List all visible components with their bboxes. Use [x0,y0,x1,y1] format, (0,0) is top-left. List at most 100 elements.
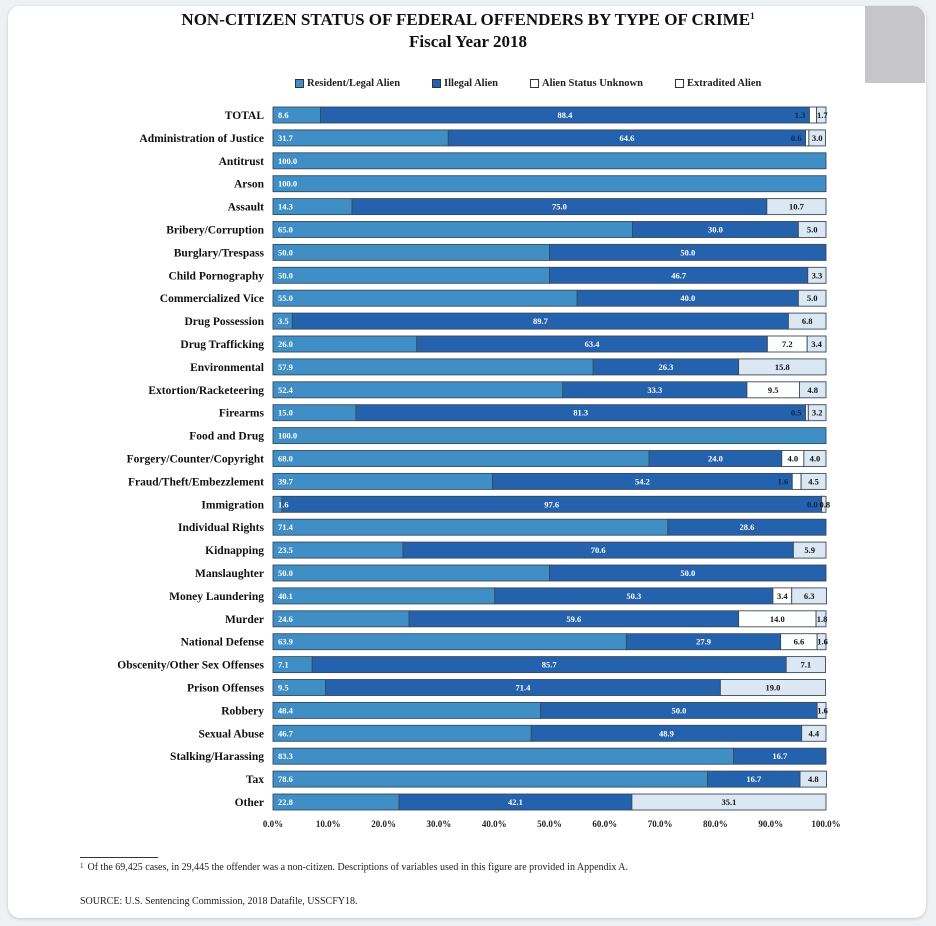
data-label: 7.1 [278,660,289,670]
data-label: 4.8 [808,774,819,784]
bar-segment-extradited-alien [803,450,827,467]
x-tick-label: 50.0% [537,819,562,829]
data-label: 6.3 [804,591,815,601]
data-label: 48.9 [659,728,674,738]
bar-segment-illegal-alien [667,518,827,536]
data-label: 35.1 [722,797,737,807]
bar-segment-extradited-alien [766,198,827,216]
data-label: 50.0 [278,568,293,578]
data-label: 100.0 [278,156,297,166]
footnote-marker: 1 [80,862,84,870]
data-label: 8.6 [278,110,289,120]
bar-segment-extradited-alien [816,633,827,651]
legend-item-extradited: Extradited Alien [674,78,761,89]
bar-row-firearms: Firearms 15.0 81.3 0.5 3.2 [219,404,827,422]
data-label: 0.6 [791,133,802,143]
data-label: 26.0 [278,339,293,349]
data-label: 50.0 [278,247,293,257]
category-label: Administration of Justice [139,133,264,145]
scrollbar-thumb[interactable] [865,6,925,83]
bar-row-child-pornography: Child Pornography 50.0 46.7 3.3 [168,266,827,284]
legend-label: Resident/Legal Alien [307,78,401,89]
x-tick-label: 20.0% [371,819,396,829]
category-label: Murder [225,614,264,626]
bar-segment-resident-legal-alien [272,221,633,238]
legend-item-resident: Resident/Legal Alien [295,78,400,89]
data-label: 0.5 [791,408,802,418]
data-label: 52.4 [278,385,294,395]
chart-title: NON-CITIZEN STATUS OF FEDERAL OFFENDERS … [0,10,936,29]
data-label: 100.0 [278,179,297,189]
category-label: Forgery/Counter/Copyright [127,454,265,466]
bar-segment-extradited-alien [787,312,827,330]
bar-segment-extradited-alien [806,335,827,353]
x-tick-label: 0.0% [263,819,283,829]
data-label: 48.4 [278,705,294,715]
category-label: Robbery [221,705,264,717]
data-label: 14.0 [770,614,785,624]
data-label: 3.4 [777,591,788,601]
bar-row-arson: Arson 100.0 [234,175,827,193]
data-label: 1.6 [817,637,828,647]
data-label: 50.3 [626,591,641,601]
bar-segment-extradited-alien [816,106,827,124]
category-label: Money Laundering [169,591,264,603]
bar-segment-extradited-alien [808,129,826,147]
data-label: 4.5 [808,476,819,486]
bar-segment-resident-legal-alien [272,633,627,651]
category-label: Drug Trafficking [180,339,264,351]
category-label: Manslaughter [195,568,264,580]
chart-legend: Resident/Legal Alien Illegal Alien Alien… [295,78,793,89]
data-label: 46.7 [278,728,294,738]
data-label: 16.7 [772,751,788,761]
data-label: 50.0 [680,247,695,257]
data-label: 5.0 [807,225,818,235]
category-label: Drug Possession [184,316,264,328]
data-label: 22.8 [278,797,293,807]
bar-segment-resident-legal-alien [272,129,449,147]
bar-segment-resident-legal-alien [272,289,578,307]
data-label: 50.0 [680,568,695,578]
data-label: 7.2 [782,339,793,349]
data-label: 24.6 [278,614,293,624]
legend-swatch-extradited [674,79,684,88]
category-label: Child Pornography [168,270,264,282]
bar-segment-extradited-alien [815,610,827,628]
bar-segment-extradited-alien [821,495,827,513]
bar-segment-resident-legal-alien [272,266,550,284]
category-label: TOTAL [225,110,265,122]
data-label: 59.6 [566,614,581,624]
data-label: 9.5 [768,385,779,395]
category-label: Extortion/Racketeering [148,385,264,397]
data-label: 64.6 [619,133,634,143]
data-label: 4.0 [788,454,799,464]
data-label: 70.6 [591,545,606,555]
bar-segment-extradited-alien [785,656,826,674]
bar-row-administration-of-justice: Administration of Justice 31.7 64.6 0.6 3.0 [139,129,826,147]
legend-item-illegal: Illegal Alien [432,78,498,89]
category-label: Tax [246,774,264,786]
data-label: 57.9 [278,362,293,372]
bar-row-drug-trafficking: Drug Trafficking 26.0 63.4 7.2 3.4 [180,335,827,353]
bar-row-extortion-racketeering: Extortion/Racketeering 52.4 33.3 9.5 4.8 [148,381,827,399]
bar-segment-illegal-alien [549,564,827,582]
data-label: 24.0 [708,454,723,464]
bar-row-forgery-counter-copyright: Forgery/Counter/Copyright 68.0 24.0 4.0 4.0 [127,450,827,467]
data-label: 19.0 [765,683,780,693]
title-footnote-marker: 1 [750,11,755,21]
data-label: 33.3 [647,385,662,395]
data-label: 0.0 [807,499,818,509]
category-label: Sexual Abuse [198,728,264,740]
bar-segment-resident-legal-alien [272,472,493,490]
data-label: 63.4 [585,339,601,349]
bar-row-prison-offenses: Prison Offenses 9.5 71.4 19.0 [187,679,826,696]
data-label: 81.3 [573,408,588,418]
bar-segment-resident-legal-alien [272,152,827,170]
bar-segment-resident-legal-alien [272,450,650,467]
category-label: Individual Rights [178,522,264,534]
bar-row-food-and-drug: Food and Drug 100.0 [189,427,827,445]
bar-segment-alien-status-unknown [805,129,810,147]
legend-swatch-resident [295,79,304,88]
data-label: 6.8 [802,316,813,326]
data-label: 85.7 [542,660,558,670]
